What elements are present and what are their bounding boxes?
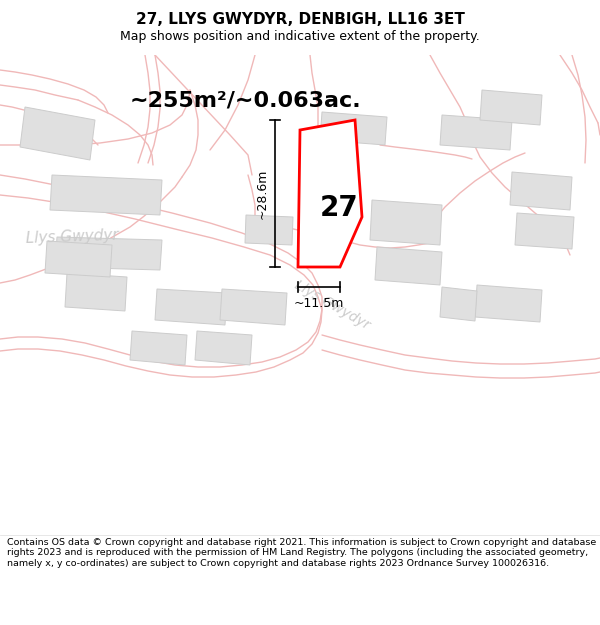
Polygon shape (320, 112, 387, 145)
Text: ~28.6m: ~28.6m (256, 168, 269, 219)
Polygon shape (440, 287, 477, 321)
Polygon shape (375, 247, 442, 285)
Text: Map shows position and indicative extent of the property.: Map shows position and indicative extent… (120, 30, 480, 43)
Polygon shape (220, 289, 287, 325)
Text: ~255m²/~0.063ac.: ~255m²/~0.063ac. (130, 90, 362, 110)
Text: 27: 27 (320, 194, 358, 222)
Polygon shape (480, 90, 542, 125)
Polygon shape (370, 200, 442, 245)
Polygon shape (155, 289, 227, 325)
Polygon shape (245, 215, 293, 245)
Polygon shape (298, 120, 362, 267)
Polygon shape (475, 285, 542, 322)
Text: ~11.5m: ~11.5m (294, 297, 344, 310)
Polygon shape (515, 213, 574, 249)
Polygon shape (130, 331, 187, 365)
Polygon shape (195, 331, 252, 365)
Polygon shape (45, 241, 112, 277)
Polygon shape (65, 273, 127, 311)
Polygon shape (510, 172, 572, 210)
Polygon shape (20, 107, 95, 160)
Text: 27, LLYS GWYDYR, DENBIGH, LL16 3ET: 27, LLYS GWYDYR, DENBIGH, LL16 3ET (136, 12, 464, 27)
Polygon shape (55, 237, 162, 270)
Text: Llys Gwydyr: Llys Gwydyr (292, 278, 372, 332)
Text: Contains OS data © Crown copyright and database right 2021. This information is : Contains OS data © Crown copyright and d… (7, 538, 596, 568)
Text: Llys Gwydyr: Llys Gwydyr (25, 228, 119, 246)
Polygon shape (50, 175, 162, 215)
Polygon shape (440, 115, 512, 150)
